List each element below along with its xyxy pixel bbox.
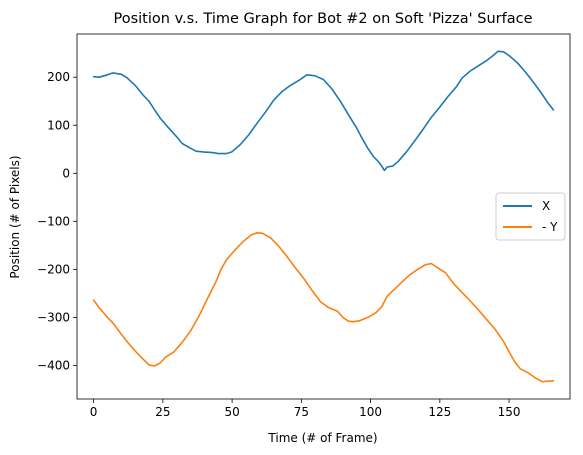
x-axis: 0 25 50 75 100 125 150 [90, 399, 521, 419]
chart-title: Position v.s. Time Graph for Bot #2 on S… [114, 11, 533, 27]
y-axis-label: Position (# of Pixels) [8, 155, 22, 278]
y-axis: −400 −300 −200 −100 0 100 200 [37, 70, 77, 372]
y-tick-label: 0 [62, 166, 70, 180]
x-tick-label: 50 [224, 405, 239, 419]
legend: X - Y [495, 192, 566, 241]
y-tick-label: −300 [37, 310, 70, 324]
axes-frame [76, 33, 571, 400]
x-tick-label: 125 [428, 405, 451, 419]
legend-label-neg-y: - Y [542, 220, 558, 234]
x-tick-label: 25 [155, 405, 170, 419]
series-line-neg-y [92, 232, 555, 383]
y-tick-label: 100 [47, 118, 70, 132]
x-axis-label: Time (# of Frame) [267, 431, 377, 445]
y-tick-label: −400 [37, 358, 70, 372]
legend-label-x: X [542, 199, 550, 213]
y-tick-label: 200 [47, 70, 70, 84]
series-line-x [92, 50, 555, 172]
y-tick-label: −100 [37, 214, 70, 228]
series-layer [92, 50, 555, 383]
legend-box [495, 192, 566, 241]
x-tick-label: 100 [359, 405, 382, 419]
x-tick-label: 75 [294, 405, 309, 419]
x-tick-label: 0 [90, 405, 98, 419]
x-tick-label: 150 [498, 405, 521, 419]
axes-box [76, 33, 571, 400]
y-tick-label: −200 [37, 262, 70, 276]
